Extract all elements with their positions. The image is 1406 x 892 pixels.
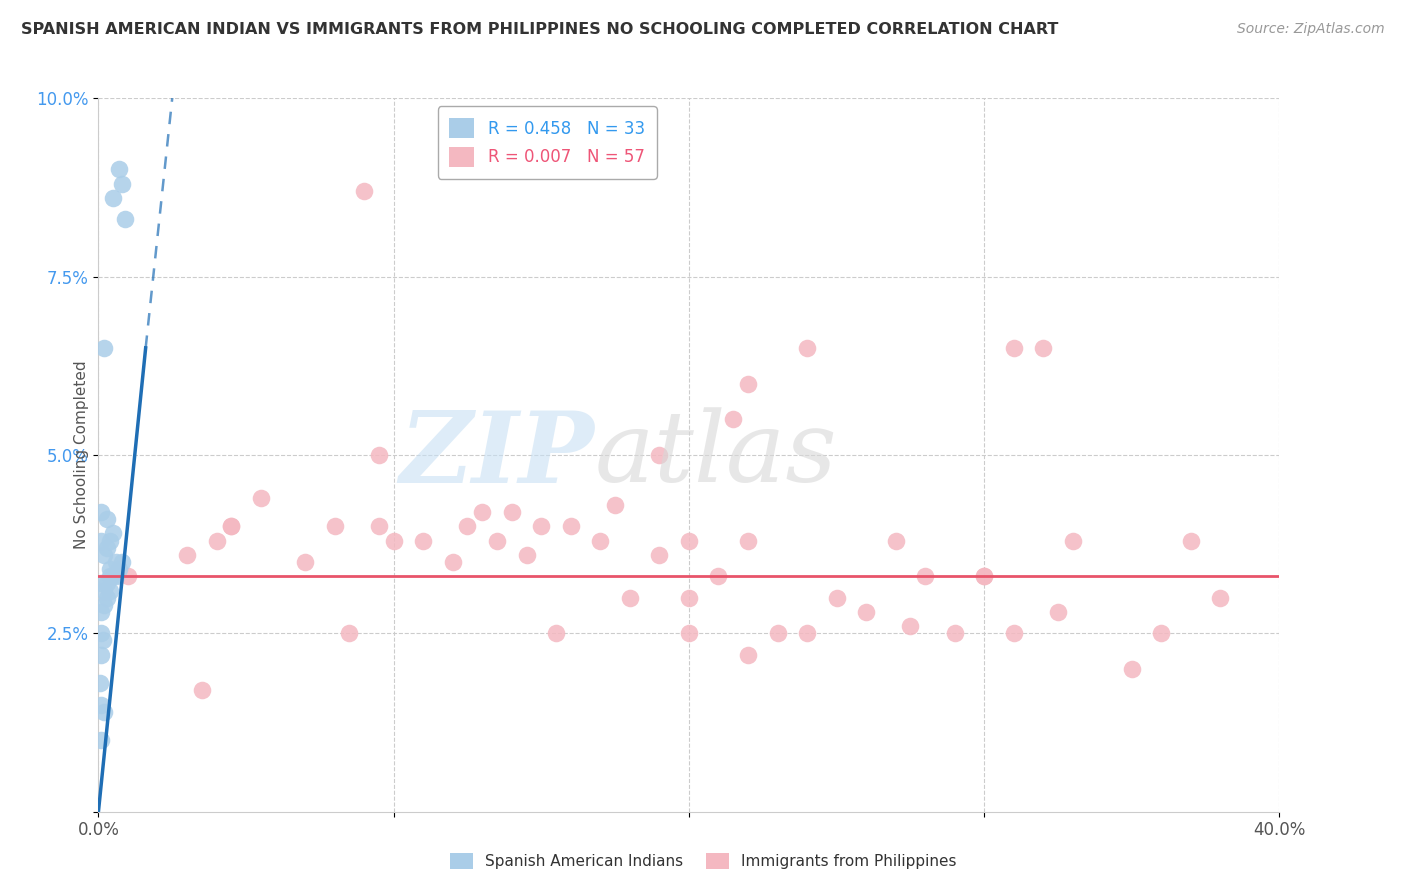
- Point: [103, 526, 125, 541]
- Point: [471, 505, 494, 519]
- Point: [90, 605, 112, 619]
- Point: [98, 569, 121, 583]
- Point: [114, 212, 136, 227]
- Point: [91, 633, 114, 648]
- Point: [89, 676, 111, 690]
- Point: [382, 533, 405, 548]
- Point: [353, 184, 375, 198]
- Point: [1002, 341, 1025, 355]
- Point: [914, 569, 936, 583]
- Point: [368, 448, 391, 462]
- Point: [501, 505, 523, 519]
- Point: [205, 533, 228, 548]
- Point: [103, 569, 125, 583]
- Point: [605, 498, 627, 512]
- Point: [486, 533, 509, 548]
- Point: [943, 626, 966, 640]
- Point: [90, 505, 112, 519]
- Text: atlas: atlas: [595, 408, 837, 502]
- Point: [90, 648, 112, 662]
- Point: [90, 626, 112, 640]
- Point: [737, 376, 759, 391]
- Point: [96, 512, 118, 526]
- Point: [825, 591, 848, 605]
- Point: [90, 576, 112, 591]
- Point: [111, 177, 134, 191]
- Point: [117, 569, 139, 583]
- Point: [648, 548, 671, 562]
- Point: [339, 626, 360, 640]
- Point: [90, 733, 112, 747]
- Point: [105, 555, 128, 569]
- Point: [93, 598, 115, 612]
- Point: [96, 576, 118, 591]
- Point: [90, 533, 112, 548]
- Point: [111, 555, 134, 569]
- Point: [530, 519, 553, 533]
- Point: [1046, 605, 1069, 619]
- Point: [678, 626, 700, 640]
- Point: [1032, 341, 1054, 355]
- Point: [294, 555, 316, 569]
- Point: [855, 605, 877, 619]
- Point: [796, 626, 818, 640]
- Point: [884, 533, 907, 548]
- Point: [323, 519, 346, 533]
- Point: [737, 533, 759, 548]
- Text: Source: ZipAtlas.com: Source: ZipAtlas.com: [1237, 22, 1385, 37]
- Point: [98, 583, 121, 598]
- Point: [796, 341, 818, 355]
- Point: [456, 519, 478, 533]
- Point: [973, 569, 995, 583]
- Point: [678, 591, 700, 605]
- Point: [368, 519, 391, 533]
- Point: [412, 533, 434, 548]
- Point: [219, 519, 242, 533]
- Point: [219, 519, 242, 533]
- Point: [250, 491, 273, 505]
- Point: [619, 591, 641, 605]
- Point: [93, 583, 115, 598]
- Point: [108, 162, 131, 177]
- Text: SPANISH AMERICAN INDIAN VS IMMIGRANTS FROM PHILIPPINES NO SCHOOLING COMPLETED CO: SPANISH AMERICAN INDIAN VS IMMIGRANTS FR…: [21, 22, 1059, 37]
- Point: [678, 533, 700, 548]
- Point: [900, 619, 922, 633]
- Point: [176, 548, 198, 562]
- Point: [1121, 662, 1143, 676]
- Point: [90, 698, 112, 712]
- Point: [105, 569, 128, 583]
- Point: [1062, 533, 1084, 548]
- Point: [93, 341, 115, 355]
- Point: [589, 533, 612, 548]
- Point: [1002, 626, 1025, 640]
- Text: ZIP: ZIP: [399, 407, 595, 503]
- Point: [98, 562, 121, 576]
- Point: [108, 562, 131, 576]
- Point: [737, 648, 759, 662]
- Legend: R = 0.458   N = 33, R = 0.007   N = 57: R = 0.458 N = 33, R = 0.007 N = 57: [437, 106, 657, 178]
- Legend: Spanish American Indians, Immigrants from Philippines: Spanish American Indians, Immigrants fro…: [443, 847, 963, 875]
- Point: [103, 191, 125, 205]
- Point: [515, 548, 537, 562]
- Point: [96, 591, 118, 605]
- Point: [191, 683, 214, 698]
- Point: [707, 569, 730, 583]
- Point: [1209, 591, 1232, 605]
- Point: [96, 541, 118, 555]
- Point: [1150, 626, 1173, 640]
- Point: [546, 626, 568, 640]
- Point: [93, 548, 115, 562]
- Point: [973, 569, 995, 583]
- Point: [766, 626, 789, 640]
- Point: [93, 705, 115, 719]
- Point: [98, 533, 121, 548]
- Point: [1180, 533, 1202, 548]
- Point: [560, 519, 582, 533]
- Point: [441, 555, 464, 569]
- Point: [648, 448, 671, 462]
- Point: [723, 412, 745, 426]
